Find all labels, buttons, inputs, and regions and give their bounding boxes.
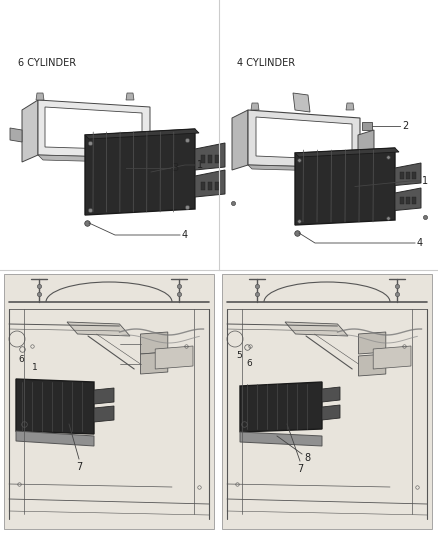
Polygon shape [240, 382, 322, 432]
Text: 7: 7 [76, 462, 82, 472]
Polygon shape [195, 143, 225, 170]
Polygon shape [222, 274, 432, 529]
Polygon shape [45, 107, 142, 150]
Text: 6: 6 [246, 359, 252, 368]
Polygon shape [293, 93, 310, 112]
Polygon shape [4, 274, 214, 529]
Polygon shape [358, 332, 386, 354]
Polygon shape [155, 346, 193, 369]
Polygon shape [295, 148, 399, 157]
Polygon shape [295, 148, 395, 225]
Polygon shape [232, 110, 248, 170]
Text: 6: 6 [18, 354, 24, 364]
Polygon shape [126, 93, 134, 100]
Text: 2: 2 [402, 121, 408, 131]
Polygon shape [395, 163, 421, 185]
Polygon shape [240, 432, 322, 446]
Polygon shape [38, 100, 150, 158]
Polygon shape [67, 322, 130, 336]
Text: 1: 1 [422, 176, 428, 186]
Polygon shape [94, 406, 114, 422]
Polygon shape [346, 103, 354, 110]
Text: 4 CYLINDER: 4 CYLINDER [237, 58, 295, 68]
Polygon shape [16, 431, 94, 446]
Polygon shape [16, 379, 94, 434]
Polygon shape [248, 165, 364, 172]
Polygon shape [195, 170, 225, 197]
Polygon shape [322, 387, 340, 402]
Polygon shape [373, 346, 411, 369]
Polygon shape [38, 155, 155, 163]
Bar [215, 182, 219, 190]
Text: 8: 8 [304, 453, 310, 463]
Polygon shape [395, 188, 421, 211]
Text: 3: 3 [172, 163, 178, 173]
Text: 7: 7 [297, 464, 303, 474]
Bar [201, 182, 205, 190]
Polygon shape [141, 352, 168, 374]
Text: 1: 1 [197, 160, 203, 170]
Polygon shape [10, 128, 22, 142]
Polygon shape [358, 354, 386, 376]
Bar [208, 155, 212, 163]
Text: 1: 1 [32, 362, 38, 372]
Polygon shape [358, 130, 374, 172]
Polygon shape [22, 100, 38, 162]
Bar [400, 197, 404, 204]
Text: 5: 5 [236, 351, 242, 360]
Text: 4: 4 [182, 230, 188, 240]
Polygon shape [94, 388, 114, 404]
Text: 6 CYLINDER: 6 CYLINDER [18, 58, 76, 68]
Bar [412, 197, 416, 204]
Polygon shape [85, 129, 195, 215]
Polygon shape [118, 155, 130, 178]
Bar [201, 155, 205, 163]
Polygon shape [248, 110, 360, 168]
Polygon shape [285, 322, 348, 336]
Bar [412, 172, 416, 179]
Bar [120, 169, 128, 174]
Bar [215, 155, 219, 163]
Text: 4: 4 [417, 238, 423, 248]
Bar [400, 172, 404, 179]
Polygon shape [141, 332, 168, 354]
Bar [406, 172, 410, 179]
Bar [362, 122, 372, 130]
Polygon shape [322, 405, 340, 420]
Polygon shape [251, 103, 259, 110]
Bar [208, 182, 212, 190]
Polygon shape [36, 93, 44, 100]
Polygon shape [256, 117, 352, 160]
Polygon shape [85, 129, 199, 139]
Bar [406, 197, 410, 204]
